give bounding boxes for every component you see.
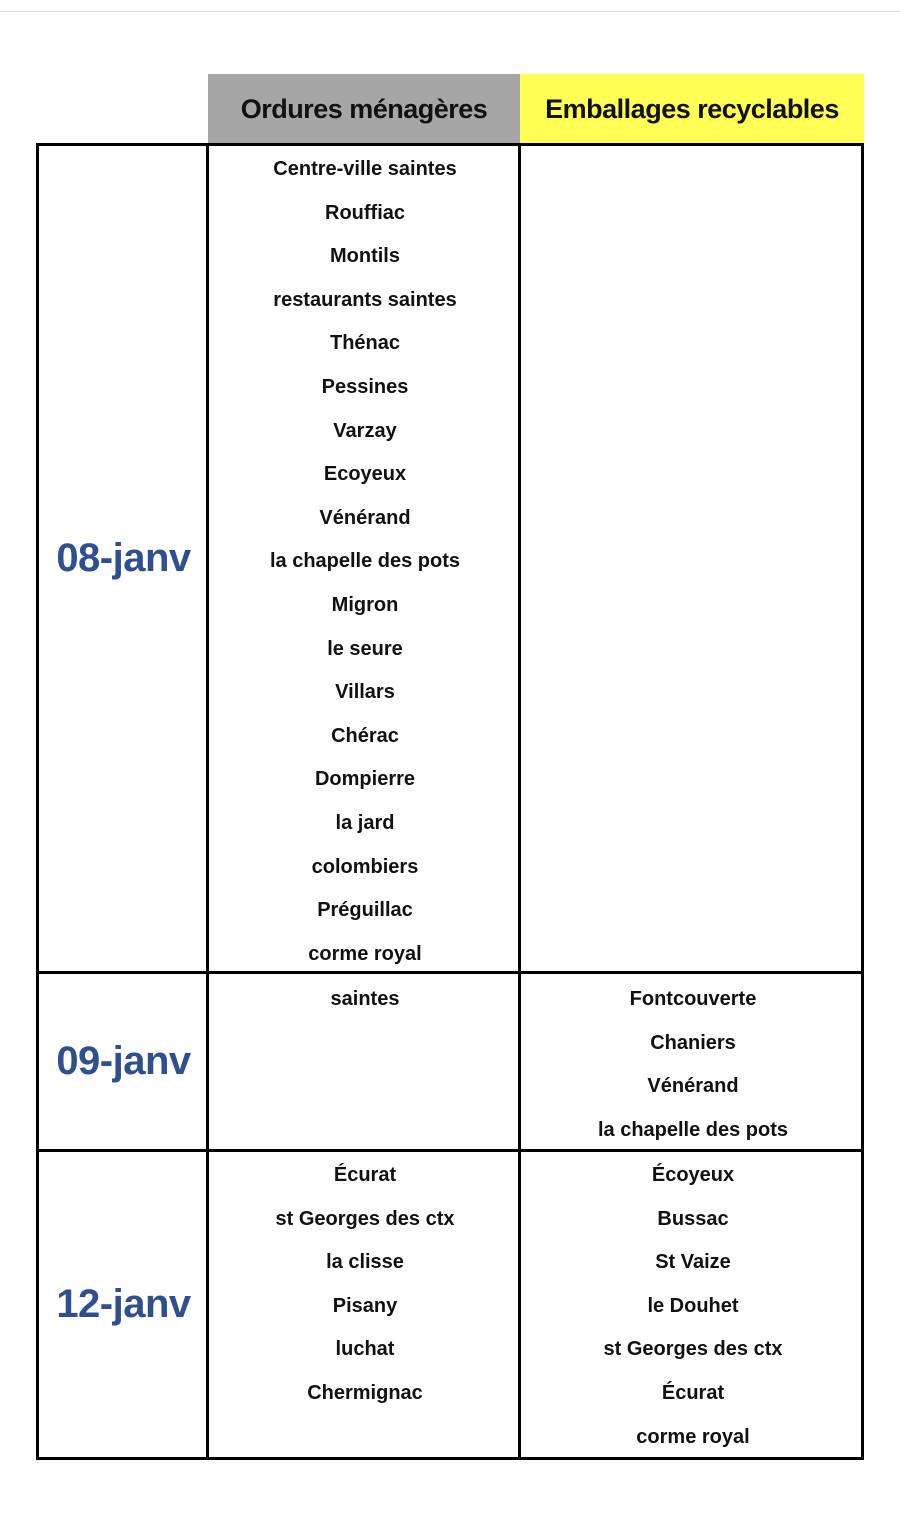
date-cell: 08-janv [56,536,191,580]
commune-item: la chapelle des pots [597,1118,789,1141]
row-divider [36,1149,864,1152]
commune-item: Pessines [321,375,409,398]
header-ordures-menageres: Ordures ménagères [208,74,520,144]
row-divider [36,971,864,974]
commune-item: Thénac [329,332,401,355]
commune-item: Rouffiac [325,201,405,224]
commune-item: Vénérand [319,506,411,529]
commune-item: Pisany [332,1294,398,1317]
schedule-table [36,143,864,1460]
commune-item: Chaniers [650,1031,736,1054]
commune-item: Préguillac [317,899,413,922]
ordures-cell: saintes [210,978,520,1022]
commune-item: le seure [327,637,403,660]
commune-item: corme royal [308,942,422,965]
commune-item: Varzay [333,419,397,442]
emballages-cell: Écoyeux Bussac St Vaize le Douhet st Georges… [522,1154,864,1459]
commune-item: luchat [335,1338,395,1361]
commune-item: le Douhet [647,1294,739,1317]
commune-item: Bussac [657,1207,729,1230]
commune-item: saintes [330,988,400,1010]
commune-item: st Georges des ctx [275,1207,455,1230]
commune-item: st Georges des ctx [603,1338,783,1361]
commune-item: Villars [335,681,395,704]
commune-item: Écurat [333,1164,397,1186]
commune-item: Montils [330,245,400,268]
column-divider [518,143,521,1460]
commune-item: Écoyeux [651,1164,735,1186]
ordures-cell: Centre-ville saintes Rouffiac Montils resta… [210,148,520,976]
commune-item: restaurants saintes [273,288,457,311]
commune-item: St Vaize [655,1251,731,1274]
commune-item: colombiers [311,855,419,878]
commune-item: Centre-ville saintes [273,158,457,180]
commune-item: la jard [335,811,395,834]
commune-item: Migron [331,593,399,616]
commune-item: corme royal [636,1425,750,1448]
commune-item: Chérac [331,724,399,747]
commune-item: Dompierre [314,768,416,791]
ordures-cell: Écurat st Georges des ctx la clisse Pisany l… [210,1154,520,1416]
emballages-cell: Fontcouverte Chaniers Vénérand la chapelle … [522,978,864,1152]
top-divider [0,11,900,12]
column-divider [206,143,209,1460]
commune-item: Ecoyeux [323,463,407,486]
date-cell: 12-janv [56,1282,191,1326]
commune-item: la chapelle des pots [269,550,461,573]
commune-item: la clisse [326,1251,404,1274]
commune-item: Vénérand [647,1075,739,1098]
commune-item: Fontcouverte [629,988,757,1010]
commune-item: Chermignac [307,1381,423,1404]
header-emballages-recyclables: Emballages recyclables [520,74,864,144]
date-cell: 09-janv [56,1039,191,1083]
commune-item: Écurat [661,1381,725,1404]
